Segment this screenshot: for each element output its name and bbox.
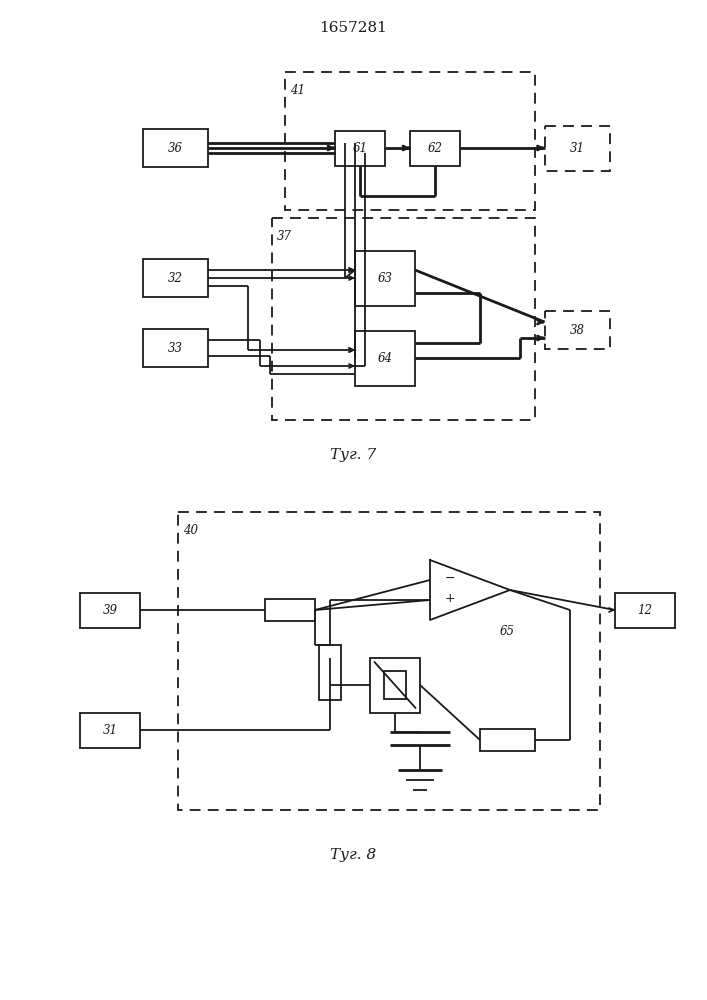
Bar <box>143 129 207 167</box>
Text: 38: 38 <box>570 324 585 336</box>
Bar <box>615 592 675 628</box>
Text: 40: 40 <box>183 524 198 537</box>
Bar <box>480 729 535 751</box>
Text: 36: 36 <box>168 141 182 154</box>
Bar <box>355 250 415 306</box>
Text: 12: 12 <box>638 603 653 616</box>
Text: +: + <box>445 591 455 604</box>
Text: 33: 33 <box>168 342 182 355</box>
Text: 32: 32 <box>168 271 182 284</box>
Text: 39: 39 <box>103 603 117 616</box>
Bar <box>80 712 140 748</box>
Bar <box>143 329 207 367</box>
Text: Τуг. 8: Τуг. 8 <box>330 848 376 862</box>
Text: 1657281: 1657281 <box>319 21 387 35</box>
Text: 62: 62 <box>428 141 443 154</box>
Bar <box>319 645 341 700</box>
Text: 31: 31 <box>103 724 117 736</box>
Bar <box>335 130 385 165</box>
Text: 61: 61 <box>353 141 368 154</box>
Bar <box>285 72 535 210</box>
Text: 64: 64 <box>378 352 392 364</box>
Bar <box>178 512 600 810</box>
Text: 65: 65 <box>500 625 515 638</box>
Bar <box>265 599 315 621</box>
Text: 31: 31 <box>570 141 585 154</box>
Bar <box>355 330 415 385</box>
Text: −: − <box>445 572 455 584</box>
Bar <box>370 658 420 712</box>
Text: 63: 63 <box>378 271 392 284</box>
Bar <box>80 592 140 628</box>
Text: 37: 37 <box>277 230 292 243</box>
Bar <box>143 259 207 297</box>
Bar <box>544 311 609 349</box>
Text: Τуг. 7: Τуг. 7 <box>330 448 376 462</box>
Bar <box>272 218 535 420</box>
Bar <box>410 130 460 165</box>
Bar <box>384 671 406 699</box>
Text: 41: 41 <box>290 84 305 97</box>
Bar <box>544 125 609 170</box>
